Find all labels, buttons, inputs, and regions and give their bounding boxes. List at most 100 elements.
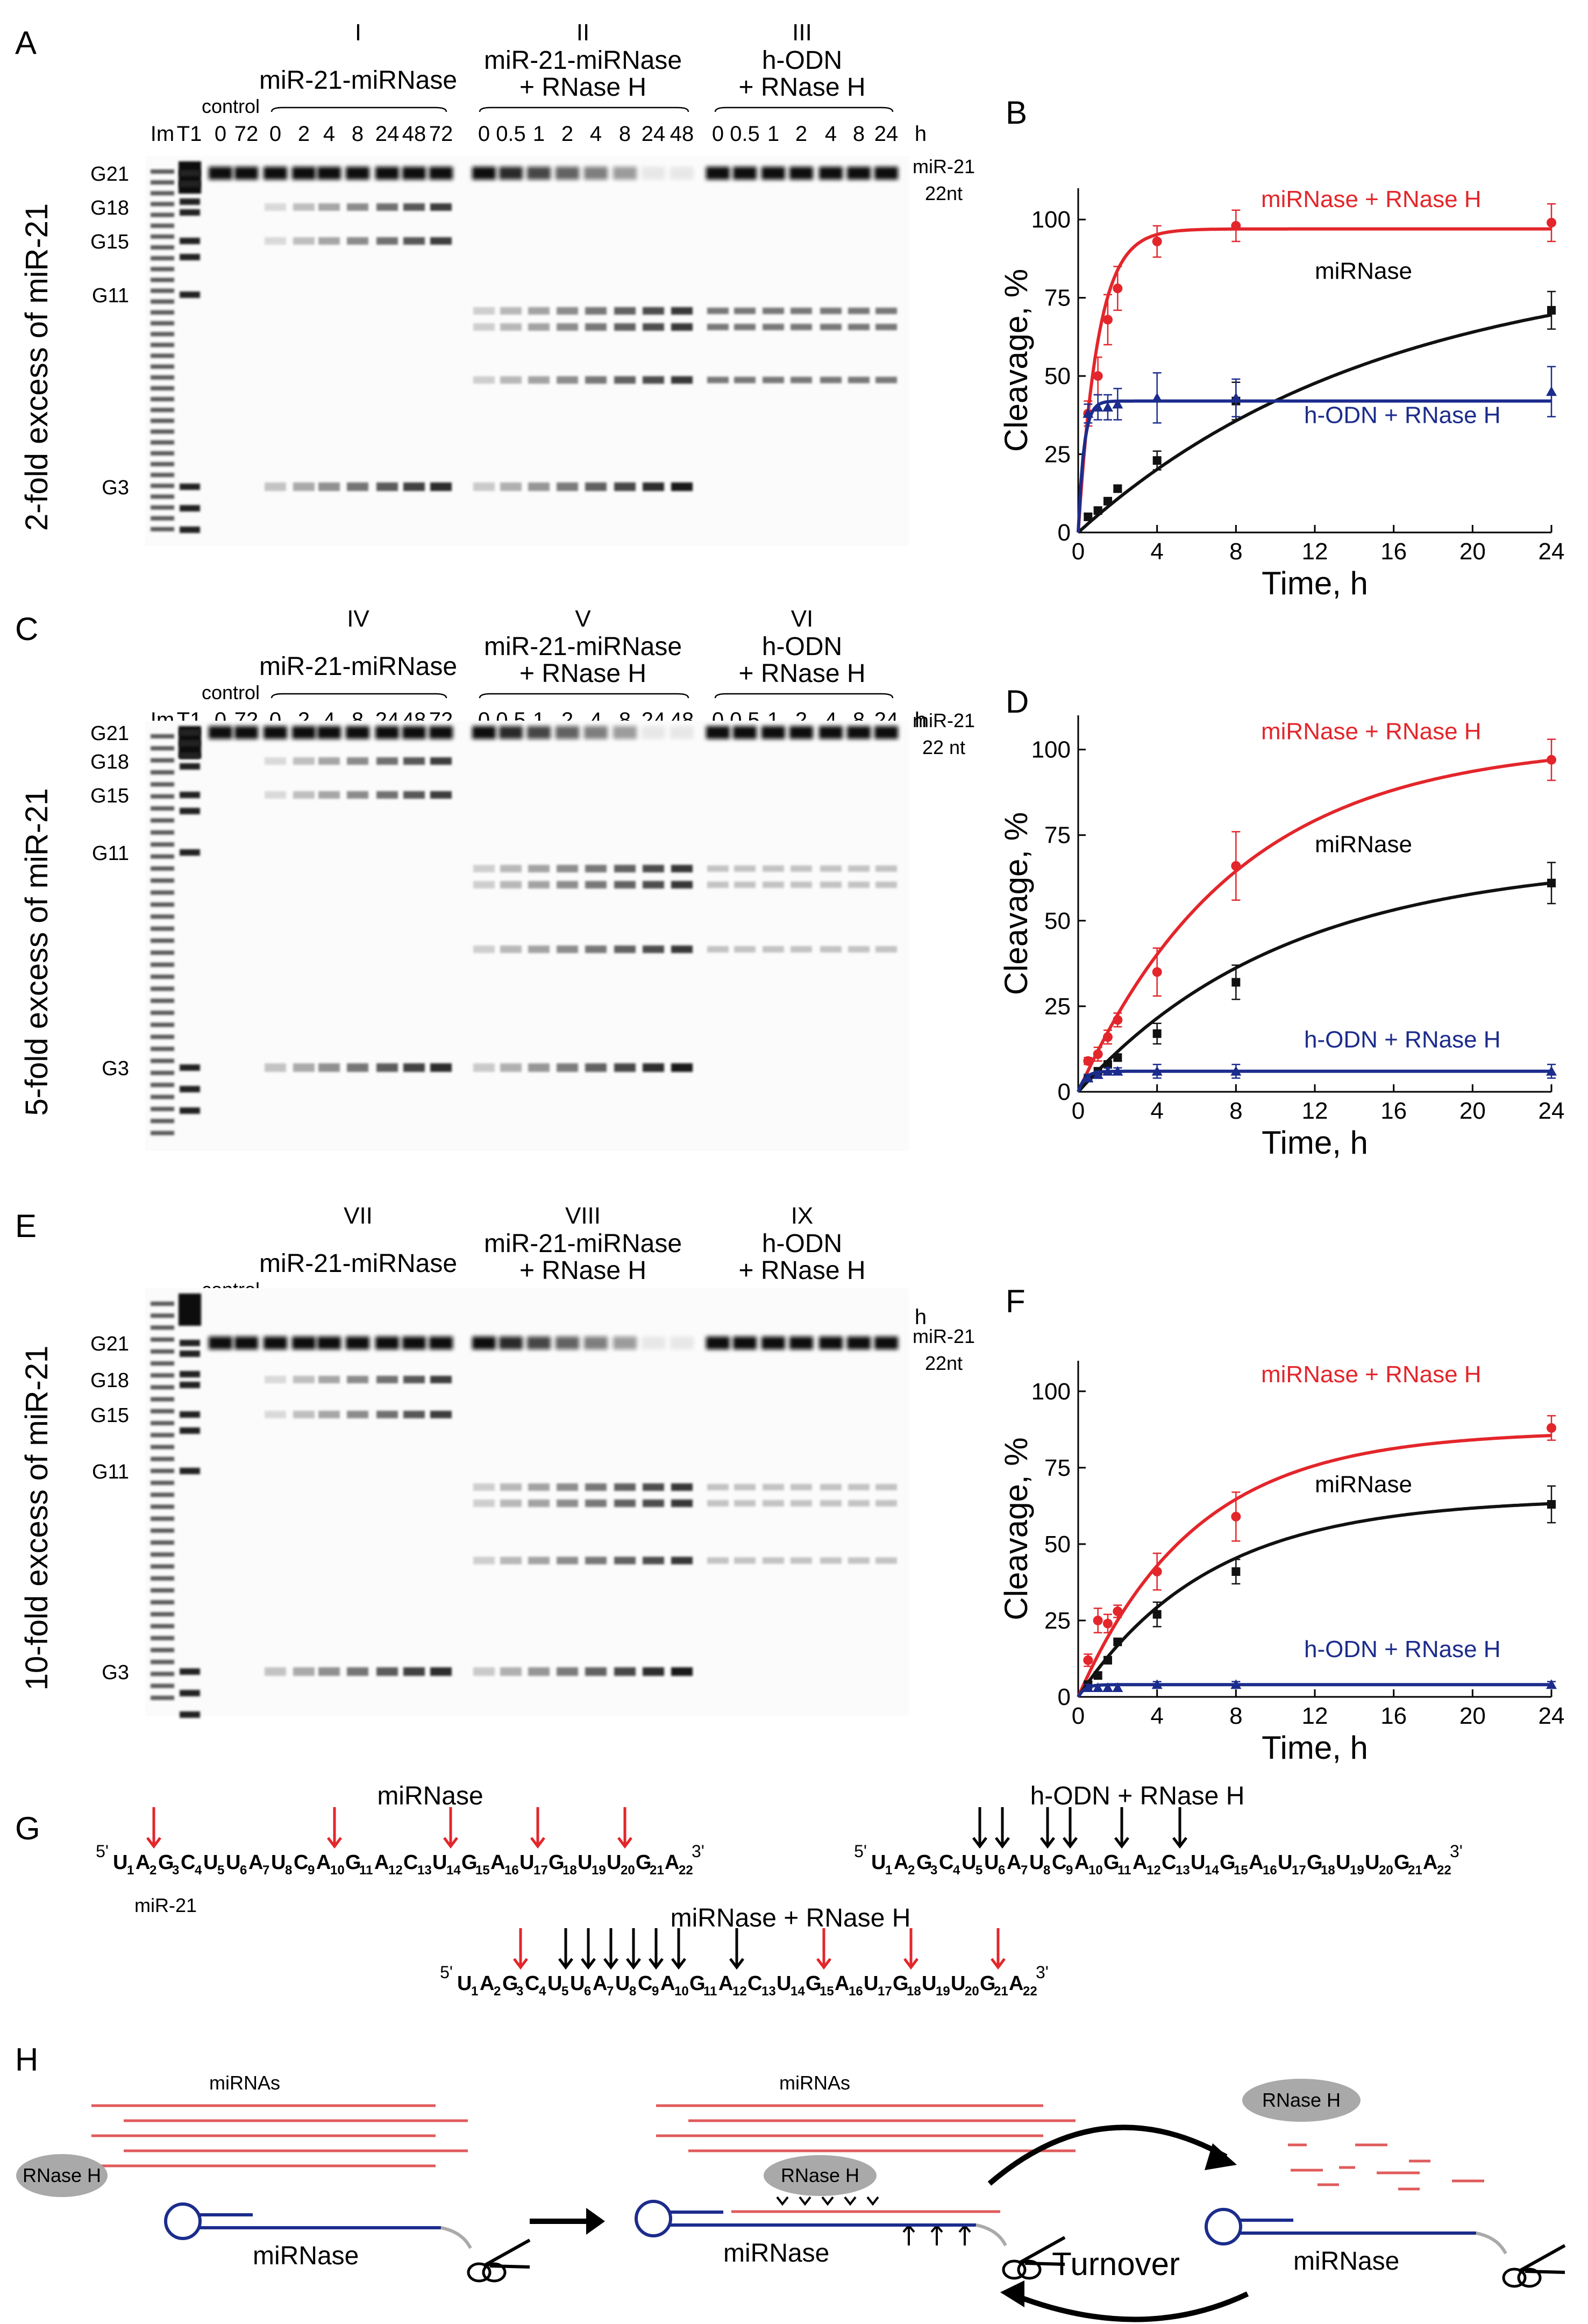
nucleotide: U [871,1851,886,1874]
data-point [1231,221,1241,231]
group-title-VII: miR-21-miRNase [259,1249,457,1278]
nucleotide-index: 4 [195,1863,202,1878]
data-point [1083,1655,1093,1665]
mirnas-label: miRNAs [779,2072,850,2094]
series-label: miRNase [1315,831,1412,858]
nucleotide: U [547,1972,562,1995]
cleavage-arrowhead [1114,1837,1129,1849]
series-label: miRNase + RNase H [1261,719,1482,745]
cleavage-arrowhead [972,1837,987,1849]
nucleotide-index: 14 [791,1984,805,1999]
lane-label: 0 [478,122,490,146]
nucleotide: A [660,1972,675,1995]
nucleotide-index: 20 [1379,1863,1393,1878]
cleavage-arrowhead [617,1837,632,1849]
three-prime-label: 3' [692,1842,704,1861]
nucleotide-index: 6 [240,1863,247,1878]
nucleotide: U [1365,1851,1379,1874]
lane-label: h [915,708,927,732]
data-point [1546,1679,1557,1689]
scheme-step-2: miRNAs RNase H miRNase [635,2072,1076,2280]
data-point [1152,1567,1162,1577]
nucleotide: U [864,1972,878,1995]
lane-label: 0.5 [730,122,760,146]
data-point [1084,512,1093,521]
nucleotide: A [593,1972,607,1995]
band-label-G15: G15 [90,231,129,253]
group-roman-IX: IX [791,1203,814,1229]
data-point [1103,315,1113,325]
band-label-G21: G21 [90,722,129,745]
mir21-label: miR-21 [913,1325,975,1347]
nucleotide-index: 14 [446,1863,461,1878]
cleavage-mark [844,2196,857,2206]
nucleotide: C [1052,1851,1066,1874]
series-label: miRNase + RNase H [1261,186,1482,212]
nucleotide-index: 18 [907,1984,921,1999]
nucleotide-index: 11 [359,1863,373,1878]
mirnase-label: miRNase [253,2242,359,2270]
group-bracket [270,693,447,699]
cleavage-arrowhead [816,1958,831,1970]
cleavage-mark [866,2196,879,2206]
band-label-G18: G18 [90,197,129,219]
data-point [1093,1615,1103,1625]
nucleotide: A [316,1851,331,1874]
nucleotide-index: 22 [679,1863,693,1878]
lane-label: 24 [874,122,899,146]
data-point [1152,456,1162,465]
group-title-V: miR-21-miRNase [484,632,682,661]
nucleotide: G [689,1972,706,1995]
panel-letter-E: E [15,1208,37,1244]
lane-label: 48 [402,122,426,146]
x-axis-label: Time, h [1262,1730,1368,1766]
band-label-G15: G15 [90,785,129,807]
band-label-G3: G3 [102,1661,129,1684]
y-tick-label: 0 [1058,1079,1071,1105]
scissors-blade [1024,2262,1065,2266]
data-point [1093,1671,1102,1680]
nucleotide-index: 21 [650,1863,664,1878]
data-point [1230,392,1242,402]
nucleotide-index: 7 [262,1863,269,1878]
nucleotide: G [636,1851,652,1874]
data-point [1112,1065,1123,1076]
band-label-G11: G11 [92,285,129,307]
sequence-row: 5' U1 A2 G3 C4 U5 U6 A7 U8 C9 A10 G11 A12 C13 U14 G15 A1… [440,1928,1049,1999]
nucleotide: U [203,1851,218,1874]
nucleotide: A [718,1972,733,1995]
band-label-G11: G11 [92,842,129,865]
group-roman-VII: VII [344,1203,373,1229]
mir21-seq-label: miR-21 [134,1894,197,1916]
y-tick-label: 50 [1044,1531,1071,1558]
nucleotide-index: 1 [127,1863,134,1878]
band-label-G11: G11 [92,1461,129,1483]
nucleotide: G [549,1851,565,1874]
nucleotide-index: 21 [1408,1863,1422,1878]
data-point [1103,1060,1112,1069]
group-title-I: miR-21-miRNase [259,66,457,95]
lane-label: 8 [619,122,631,146]
mir21-length-label: 22 nt [922,736,965,758]
lane-label: 72 [429,122,453,146]
group-roman-I: I [355,19,361,46]
nucleotide-index: 12 [1147,1863,1161,1878]
group-title-III: + RNase H [738,73,865,102]
data-point [1151,392,1163,402]
group-title-VIII: + RNase H [519,1256,646,1285]
data-point [1152,967,1162,977]
nucleotide: U [922,1972,936,1995]
rnase-h-enzyme [1242,2079,1361,2122]
excess-label: 10-fold excess of miR-21 [19,1346,54,1690]
series-mirnase-rnase-h: miRNase + RNase H [1077,1361,1556,1698]
lane-label: T1 [177,122,202,146]
lane-label: Im [151,122,174,146]
y-tick-label: 50 [1044,908,1071,934]
nucleotide-index: 15 [475,1863,490,1878]
panel-letter-C: C [15,611,38,647]
y-axis-label: Cleavage, % [998,1437,1034,1620]
nucleotide-index: 14 [1205,1863,1219,1878]
sequence-row: 5' U1 A2 G3 C4 U5 U6 A7 U8 C9 A10 G11 A12 C13 U14 G15 A1… [854,1807,1463,1878]
x-tick-label: 16 [1380,1703,1407,1729]
data-point [1547,755,1556,765]
